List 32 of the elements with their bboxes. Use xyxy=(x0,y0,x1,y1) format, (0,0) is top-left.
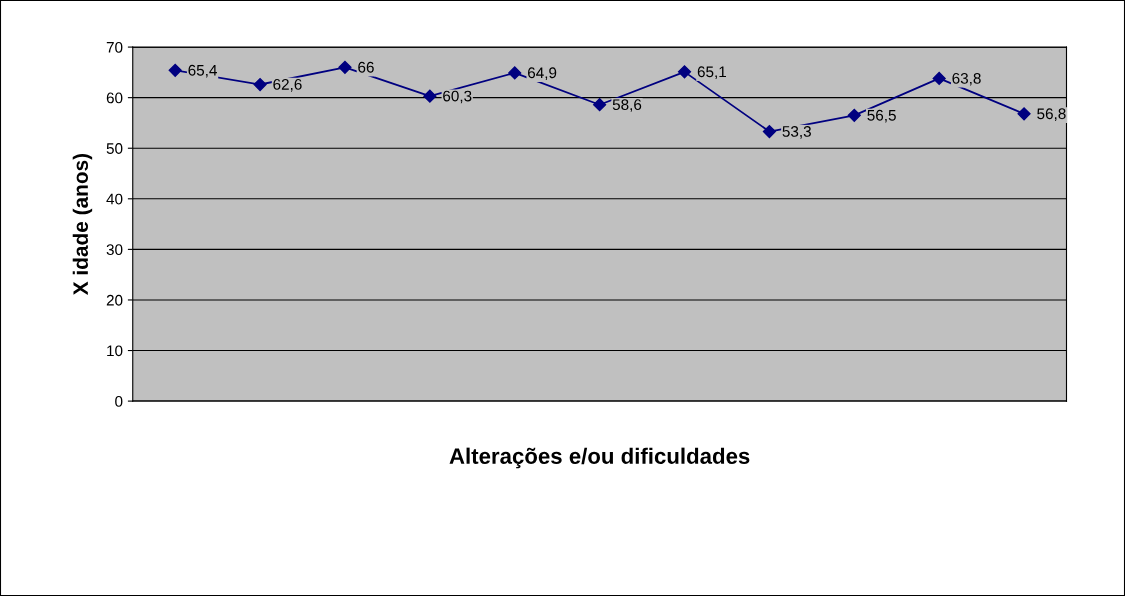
point xyxy=(762,124,776,139)
y-tick-label: 10 xyxy=(107,345,123,357)
data-label: 66 xyxy=(358,61,374,73)
point xyxy=(253,77,267,92)
y-tick-label: 70 xyxy=(106,41,123,53)
point xyxy=(168,63,182,77)
point xyxy=(508,66,522,80)
y-tick-label: 60 xyxy=(106,92,123,104)
data-label: 56,5 xyxy=(867,109,896,123)
point xyxy=(593,98,607,112)
data-label: 62,6 xyxy=(273,79,302,92)
point xyxy=(932,71,946,86)
point xyxy=(847,108,861,122)
point xyxy=(338,60,352,74)
point xyxy=(423,89,437,103)
point xyxy=(1017,107,1031,121)
x-axis-title: Alterações e/ou dificuldades xyxy=(449,447,750,469)
data-label: 64,9 xyxy=(528,67,557,80)
y-tick-label: 20 xyxy=(106,294,123,306)
y-tick-label: 30 xyxy=(106,244,123,256)
data-label: 56,8 xyxy=(1037,108,1066,121)
data-label: 60,3 xyxy=(443,90,472,104)
y-tick-label: 40 xyxy=(106,193,123,205)
data-label: 53,3 xyxy=(782,126,811,139)
y-tick-label: 0 xyxy=(115,395,123,407)
data-label: 58,6 xyxy=(612,99,642,112)
data-label: 65,1 xyxy=(697,66,726,79)
point xyxy=(677,65,692,79)
y-tick-label: 50 xyxy=(106,143,123,154)
data-label: 65,4 xyxy=(188,64,217,78)
y-axis-title: X idade (anos) xyxy=(72,153,93,296)
data-label: 63,8 xyxy=(952,72,981,86)
